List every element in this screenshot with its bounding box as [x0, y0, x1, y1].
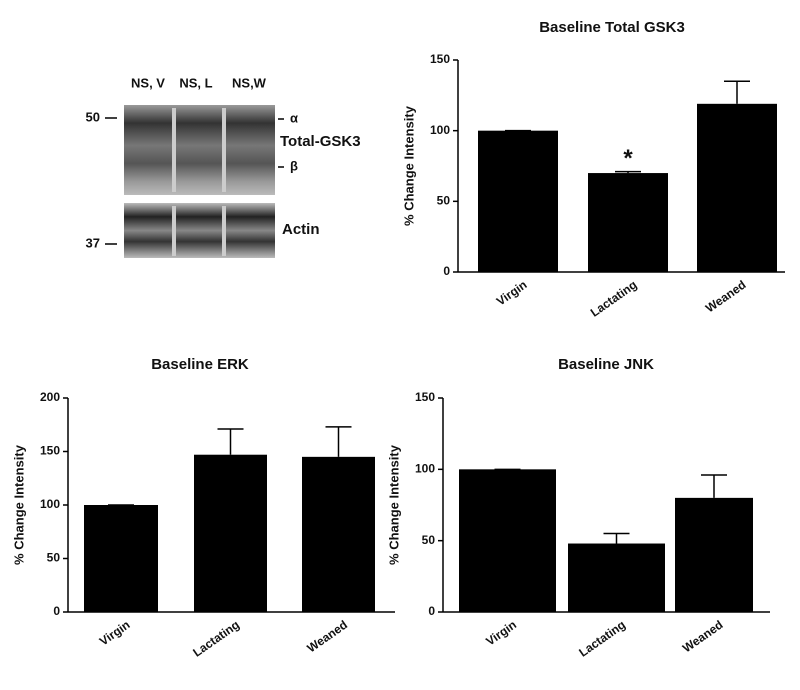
y-tick-label: 50 [47, 551, 61, 565]
bar [459, 469, 556, 612]
bar [194, 454, 267, 612]
lane-label: NS, L [179, 75, 212, 90]
blot-panel [124, 105, 275, 195]
y-tick-label: 100 [415, 462, 435, 476]
x-tick-label: Lactating [576, 618, 628, 660]
y-axis-label: % Change Intensity [11, 444, 26, 565]
actin-panel [124, 203, 275, 258]
control-label: Actin [282, 221, 320, 238]
chart-title: Baseline Total GSK3 [539, 19, 685, 36]
y-tick-label: 100 [40, 497, 60, 511]
lane-gap [172, 108, 176, 192]
y-tick-label: 0 [428, 604, 435, 618]
bar [588, 173, 668, 272]
lane-gap [222, 206, 226, 256]
y-axis-label: % Change Intensity [386, 444, 401, 565]
x-tick-label: Virgin [494, 278, 530, 309]
y-tick-label: 150 [40, 444, 60, 458]
y-tick-label: 200 [40, 390, 60, 404]
chart-title: Baseline ERK [151, 356, 249, 373]
bar [697, 103, 777, 273]
annotation: * [623, 145, 633, 172]
x-tick-label: Lactating [588, 278, 640, 320]
y-tick-label: 150 [415, 390, 435, 404]
x-tick-label: Weaned [304, 618, 350, 656]
x-tick-label: Weaned [703, 278, 749, 316]
marker-label: 37 [86, 235, 100, 250]
bar [302, 456, 375, 612]
band-label: α [290, 110, 298, 125]
western-blot: NS, V NS, L NS,W 50 37 α β Total-GSK3 Ac… [86, 75, 361, 258]
x-tick-label: Virgin [97, 618, 133, 649]
bar [568, 543, 665, 612]
bar [675, 497, 753, 612]
x-tick-label: Virgin [483, 618, 519, 649]
y-tick-label: 50 [422, 533, 436, 547]
y-tick-label: 100 [430, 123, 450, 137]
y-tick-label: 150 [430, 52, 450, 66]
chart-title: Baseline JNK [558, 356, 654, 373]
y-tick-label: 50 [437, 194, 451, 208]
x-tick-label: Weaned [680, 618, 726, 656]
lane-gap [172, 206, 176, 256]
lane-gap [222, 108, 226, 192]
marker-label: 50 [86, 109, 100, 124]
bar [84, 505, 158, 612]
x-tick-label: Lactating [190, 618, 242, 660]
y-tick-label: 0 [443, 264, 450, 278]
band-label: β [290, 158, 298, 173]
lane-label: NS, V [131, 75, 165, 90]
y-tick-label: 0 [53, 604, 60, 618]
lane-label: NS,W [232, 75, 267, 90]
bar [478, 130, 558, 272]
protein-label: Total-GSK3 [280, 133, 361, 150]
y-axis-label: % Change Intensity [401, 105, 416, 226]
